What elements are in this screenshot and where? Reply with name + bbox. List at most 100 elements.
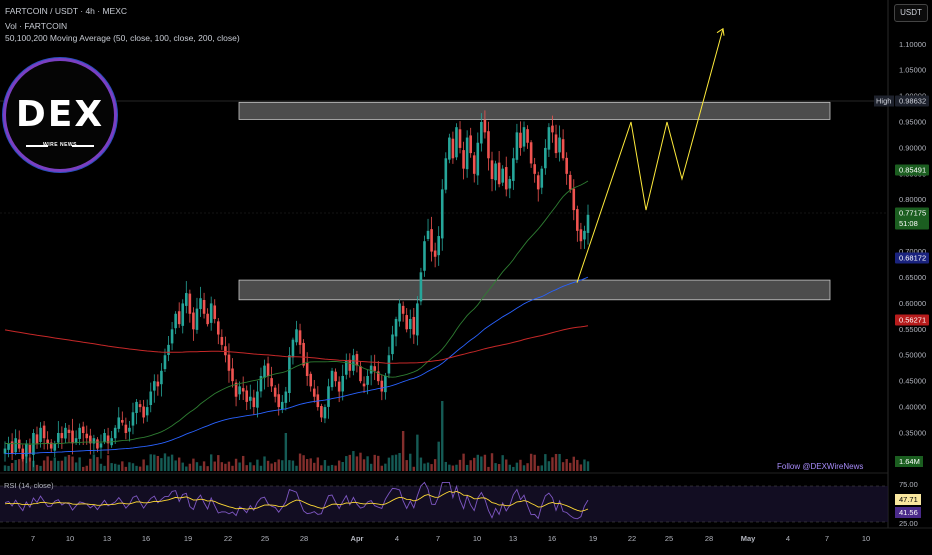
candle-body [515, 132, 519, 160]
volume-bar [348, 454, 352, 471]
volume-bar [195, 462, 199, 471]
candle-body [547, 127, 551, 150]
volume-bar [458, 459, 462, 471]
candle-body [245, 390, 249, 402]
volume-bar [551, 457, 554, 471]
candle-body [263, 365, 266, 378]
candle-body [448, 137, 451, 160]
volume-bar [377, 455, 380, 471]
candle-body [302, 342, 305, 366]
volume-legend: Vol · FARTCOIN [5, 21, 68, 31]
candle-body [440, 189, 444, 239]
rsi-tick-upper: 75.00 [899, 480, 918, 489]
candle-body [327, 386, 330, 407]
volume-bar [537, 465, 540, 471]
volume-bar [508, 464, 511, 471]
watermark-text: Follow @DEXWireNews [777, 462, 864, 471]
candle-body [28, 444, 32, 454]
volume-bar [153, 454, 156, 471]
x-tick-label: May [741, 534, 756, 543]
volume-bar [96, 457, 99, 471]
x-tick-label: 19 [589, 534, 597, 543]
candle-body [334, 371, 337, 382]
volume-bar [412, 466, 416, 471]
y-tick-label: 0.40000 [899, 403, 926, 412]
volume-bar [572, 456, 575, 471]
volume-bar [121, 461, 124, 471]
price-tag [895, 164, 929, 176]
volume-bar [394, 454, 398, 471]
candle-body [138, 404, 142, 408]
volume-bar [583, 459, 586, 471]
candle-body [280, 401, 284, 410]
candle-body [259, 375, 263, 392]
candle-body [216, 321, 220, 335]
y-tick-label: 0.50000 [899, 351, 926, 360]
volume-bar [163, 453, 167, 471]
candle-body [92, 438, 96, 444]
volume-bar [355, 456, 359, 471]
volume-bar [398, 453, 401, 471]
candle-body [277, 394, 281, 408]
volume-bar [544, 454, 547, 471]
volume-bar [345, 456, 348, 471]
volume-bar [209, 454, 213, 471]
volume-bar [302, 455, 305, 471]
candle-body [344, 360, 348, 375]
volume-bars [3, 401, 590, 471]
candle-body [128, 427, 131, 432]
candle-body [67, 429, 71, 433]
candle-body [64, 427, 67, 439]
volume-bar [579, 464, 583, 471]
rsi-pane: RSI (14, close) 75.00 25.00 47.71 41.56 [0, 480, 921, 528]
volume-bar [213, 461, 216, 471]
candle-body [561, 139, 565, 159]
candle-body [426, 230, 430, 240]
candle-body [533, 164, 536, 174]
x-tick-label: 4 [395, 534, 399, 543]
volume-tag-value: 1.64M [899, 457, 920, 466]
volume-bar [444, 461, 448, 471]
candle-body [209, 303, 213, 323]
candle-body [359, 366, 362, 382]
volume-bar [330, 464, 334, 471]
volume-bar [241, 455, 245, 471]
volume-bar [71, 456, 74, 471]
candle-body [256, 391, 259, 408]
ma200-line [4, 325, 589, 364]
candle-body [42, 425, 46, 439]
candle-body [305, 363, 309, 376]
volume-bar [473, 457, 476, 471]
candle-body [540, 168, 544, 188]
price-tag [895, 207, 929, 230]
candle-body [117, 417, 121, 429]
volume-bar [220, 462, 224, 471]
candle-body [501, 168, 504, 183]
candle-body [57, 432, 60, 443]
candle-body [522, 127, 526, 147]
candle-body [273, 387, 277, 397]
volume-bar [14, 460, 17, 471]
volume-bar [284, 433, 288, 471]
volume-bar [462, 453, 465, 471]
volume-bar [106, 455, 110, 471]
volume-bar [409, 453, 412, 471]
candle-body [583, 230, 586, 240]
candle-body [234, 382, 238, 397]
volume-bar [238, 462, 241, 471]
candle-body [10, 441, 14, 454]
candle-body [192, 312, 195, 330]
candle-body [149, 391, 153, 406]
candle-body [558, 137, 561, 153]
rsi-value-tag-value: 41.56 [899, 508, 918, 517]
volume-bar [465, 464, 469, 471]
volume-bar [362, 459, 366, 471]
candle-body [512, 158, 515, 181]
candle-body [74, 438, 78, 443]
candle-body [497, 162, 501, 185]
volume-bar [369, 463, 373, 471]
volume-bar [46, 456, 49, 471]
currency-button[interactable]: USDT [894, 4, 928, 22]
